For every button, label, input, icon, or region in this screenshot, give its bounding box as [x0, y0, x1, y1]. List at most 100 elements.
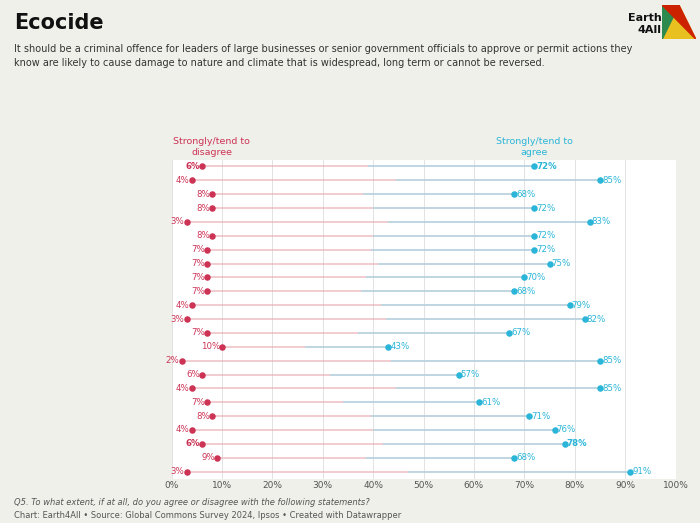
Text: 3%: 3%: [171, 467, 185, 476]
Point: [201, 259, 212, 268]
Text: Earth
4All: Earth 4All: [628, 13, 661, 35]
Text: 78%: 78%: [566, 439, 587, 448]
Point: [453, 370, 464, 379]
Text: 3%: 3%: [171, 218, 185, 226]
Point: [181, 315, 193, 323]
Text: 79%: 79%: [572, 301, 591, 310]
Point: [383, 343, 394, 351]
Point: [509, 287, 520, 295]
Text: 7%: 7%: [191, 259, 205, 268]
Text: Q5. To what extent, if at all, do you agree or disagree with the following state: Q5. To what extent, if at all, do you ag…: [14, 498, 370, 507]
Text: 72%: 72%: [536, 245, 556, 254]
Text: 7%: 7%: [191, 328, 205, 337]
Text: 91%: 91%: [632, 467, 651, 476]
Point: [549, 426, 560, 434]
Text: 8%: 8%: [196, 231, 210, 240]
Point: [201, 287, 212, 295]
Text: 72%: 72%: [536, 203, 556, 212]
Text: 85%: 85%: [602, 176, 621, 185]
Point: [519, 273, 530, 281]
Point: [206, 204, 218, 212]
Point: [503, 329, 514, 337]
Point: [206, 412, 218, 420]
Text: Strongly/tend to
disagree: Strongly/tend to disagree: [174, 137, 251, 157]
Text: 8%: 8%: [196, 190, 210, 199]
Text: 4%: 4%: [176, 176, 190, 185]
Point: [579, 315, 590, 323]
Text: 76%: 76%: [556, 426, 576, 435]
Text: 85%: 85%: [602, 384, 621, 393]
Text: 2%: 2%: [166, 356, 180, 365]
Point: [544, 259, 555, 268]
Point: [181, 218, 193, 226]
Point: [528, 162, 540, 170]
Point: [528, 245, 540, 254]
Point: [201, 329, 212, 337]
Text: 85%: 85%: [602, 356, 621, 365]
Point: [176, 357, 187, 365]
Text: Strongly/tend to
agree: Strongly/tend to agree: [496, 137, 573, 157]
Text: 7%: 7%: [191, 398, 205, 407]
Point: [211, 453, 223, 462]
Text: Chart: Earth4All • Source: Global Commons Survey 2024, Ipsos • Created with Data: Chart: Earth4All • Source: Global Common…: [14, 511, 401, 520]
Text: 43%: 43%: [390, 342, 410, 351]
Point: [594, 357, 606, 365]
Polygon shape: [662, 5, 679, 39]
Text: 7%: 7%: [191, 273, 205, 282]
Point: [201, 273, 212, 281]
Text: 83%: 83%: [592, 218, 611, 226]
Text: 4%: 4%: [176, 426, 190, 435]
Text: 6%: 6%: [186, 439, 199, 448]
Text: 8%: 8%: [196, 203, 210, 212]
Text: 6%: 6%: [186, 162, 199, 171]
Text: 9%: 9%: [201, 453, 215, 462]
Text: 67%: 67%: [511, 328, 531, 337]
Polygon shape: [662, 5, 696, 39]
Point: [186, 426, 197, 434]
Point: [186, 176, 197, 185]
Point: [206, 232, 218, 240]
Text: It should be a criminal offence for leaders of large businesses or senior govern: It should be a criminal offence for lead…: [14, 44, 632, 69]
Point: [201, 245, 212, 254]
Point: [528, 204, 540, 212]
Text: 82%: 82%: [587, 314, 606, 324]
Point: [509, 453, 520, 462]
Point: [524, 412, 535, 420]
Text: 72%: 72%: [536, 231, 556, 240]
Point: [186, 301, 197, 309]
Text: 75%: 75%: [552, 259, 570, 268]
Text: 10%: 10%: [201, 342, 220, 351]
Point: [201, 398, 212, 406]
Point: [206, 190, 218, 198]
Point: [196, 162, 207, 170]
Point: [186, 384, 197, 393]
Text: 57%: 57%: [461, 370, 480, 379]
Point: [473, 398, 484, 406]
Text: 7%: 7%: [191, 245, 205, 254]
Text: 70%: 70%: [526, 273, 545, 282]
Text: 6%: 6%: [186, 370, 200, 379]
Text: 4%: 4%: [176, 301, 190, 310]
Point: [564, 301, 575, 309]
Point: [528, 232, 540, 240]
Text: 7%: 7%: [191, 287, 205, 296]
Text: 68%: 68%: [516, 453, 536, 462]
Point: [216, 343, 228, 351]
Text: 68%: 68%: [516, 190, 536, 199]
Text: Ecocide: Ecocide: [14, 13, 104, 33]
Text: 8%: 8%: [196, 412, 210, 420]
Point: [196, 370, 207, 379]
Polygon shape: [662, 5, 696, 39]
Point: [594, 384, 606, 393]
Text: 71%: 71%: [531, 412, 551, 420]
Text: 4%: 4%: [176, 384, 190, 393]
Point: [594, 176, 606, 185]
Point: [584, 218, 596, 226]
Point: [624, 468, 636, 476]
Text: 72%: 72%: [536, 162, 557, 171]
Point: [559, 440, 570, 448]
Point: [181, 468, 193, 476]
Text: 68%: 68%: [516, 287, 536, 296]
Text: 61%: 61%: [481, 398, 500, 407]
Text: 3%: 3%: [171, 314, 185, 324]
